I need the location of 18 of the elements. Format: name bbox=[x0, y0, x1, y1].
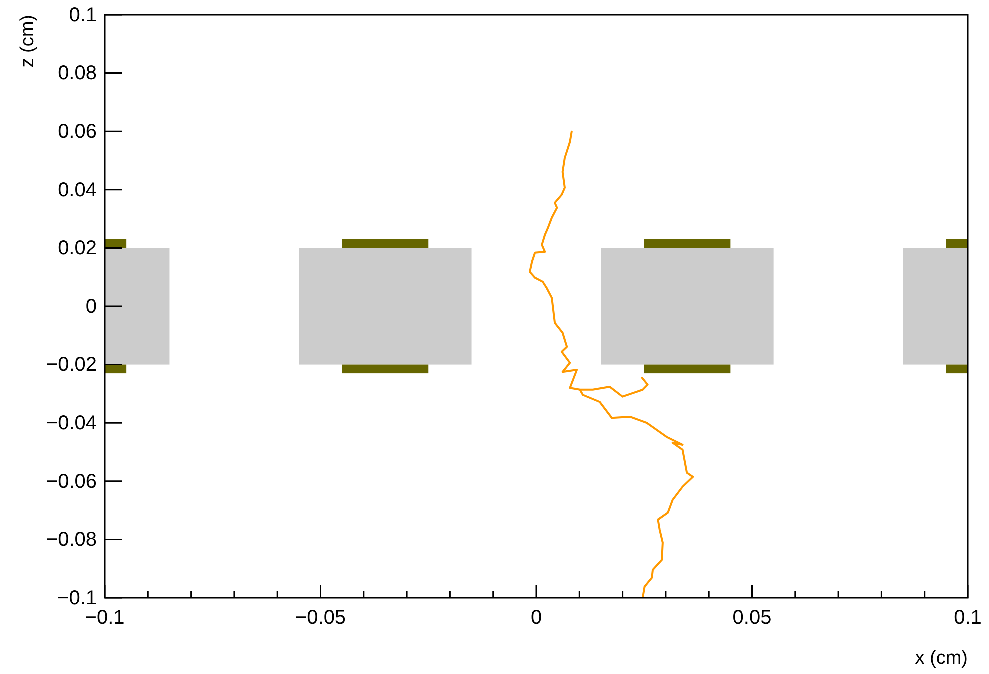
x-tick-label: −0.05 bbox=[295, 607, 346, 630]
y-tick-label: −0.06 bbox=[46, 470, 97, 493]
x-tick-label: 0.05 bbox=[732, 607, 772, 630]
y-tick-label: −0.1 bbox=[58, 587, 97, 610]
y-tick-label: 0.06 bbox=[58, 121, 97, 143]
y-tick-label: 0.1 bbox=[69, 4, 97, 26]
y-tick-label: −0.08 bbox=[46, 529, 97, 552]
x-tick-label: 0 bbox=[530, 607, 542, 630]
x-tick-label: 0.1 bbox=[954, 607, 982, 630]
y-tick-label: −0.02 bbox=[46, 354, 97, 376]
y-axis-title: z (cm) bbox=[18, 15, 39, 68]
y-tick-label: −0.04 bbox=[46, 412, 97, 434]
x-tick-label: −0.1 bbox=[85, 607, 125, 630]
y-tick-label: 0.02 bbox=[58, 238, 97, 260]
x-axis-title: x (cm) bbox=[915, 648, 968, 669]
y-tick-label: 0 bbox=[86, 296, 97, 318]
y-tick-label: 0.04 bbox=[58, 179, 97, 202]
y-tick-label: 0.08 bbox=[58, 62, 97, 85]
